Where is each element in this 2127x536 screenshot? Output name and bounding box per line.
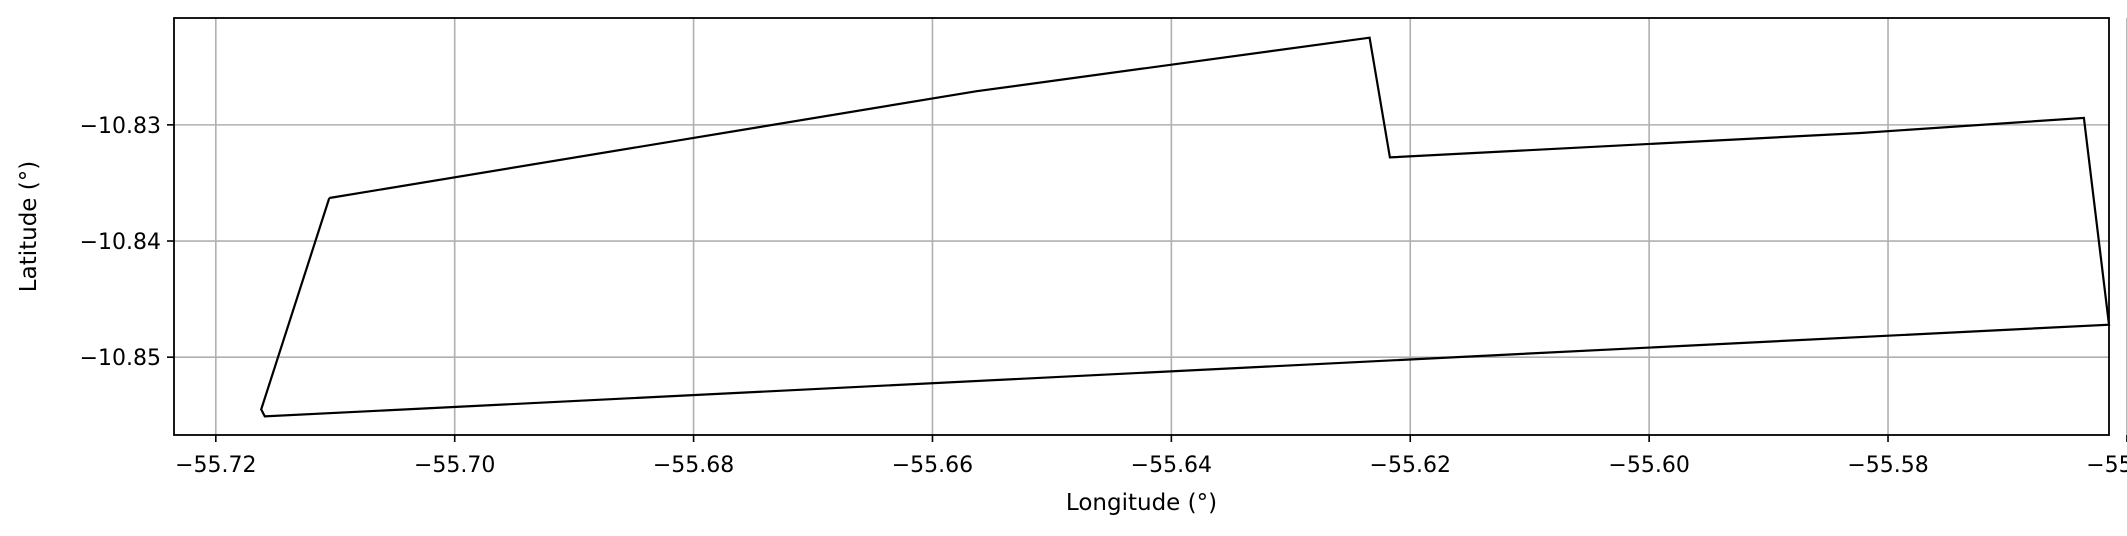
y-tick-label: −10.85: [80, 346, 161, 371]
x-tick-label: −55.72: [175, 453, 256, 478]
plot-frame: [173, 17, 2110, 436]
series-layer: [260, 36, 2111, 418]
y-tick-label: −10.84: [80, 230, 161, 255]
ticks: −55.72 −55.70 −55.68 −55.66 −55.64 −55.62 −55.…: [80, 114, 2127, 478]
x-tick-label: −55.68: [653, 453, 734, 478]
polygon-outline: [260, 36, 2111, 418]
x-tick-label: −55.64: [1131, 453, 1212, 478]
x-tick-label: −55.66: [892, 453, 973, 478]
x-axis-label: Longitude (°): [1066, 490, 1217, 516]
x-tick-label: −55.56: [2086, 453, 2127, 478]
y-tick-label: −10.83: [80, 114, 161, 139]
x-tick-label: −55.70: [414, 453, 495, 478]
x-tick-label: −55.62: [1370, 453, 1451, 478]
grid: [174, 18, 2127, 435]
y-axis-label: Latitude (°): [16, 161, 42, 292]
x-tick-label: −55.58: [1847, 453, 1928, 478]
x-tick-label: −55.60: [1608, 453, 1689, 478]
